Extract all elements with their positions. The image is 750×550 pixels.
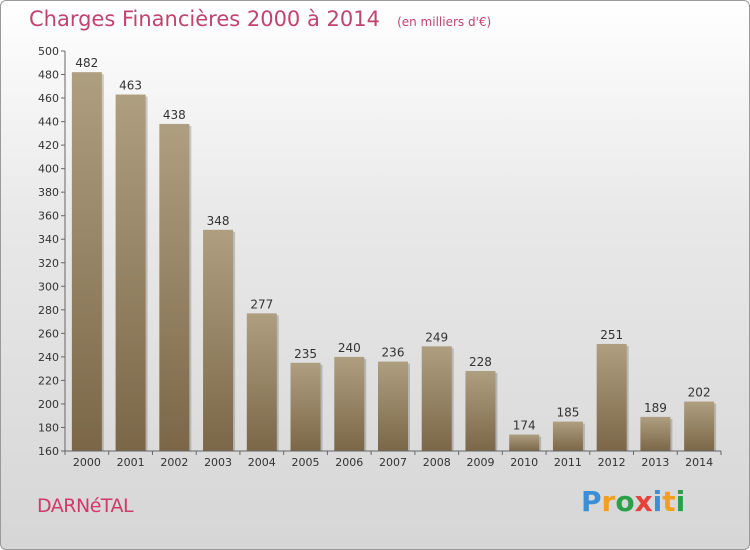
y-tick-label: 360: [38, 210, 59, 223]
bar-2012: [596, 343, 627, 451]
x-tick-label: 2009: [466, 456, 494, 469]
x-tick-label: 2000: [73, 456, 101, 469]
data-label: 235: [294, 347, 317, 361]
logo-letter: r: [601, 485, 616, 518]
y-tick-label: 280: [38, 304, 59, 317]
x-tick-label: 2001: [117, 456, 145, 469]
y-tick-label: 180: [38, 421, 59, 434]
x-tick-label: 2006: [335, 456, 363, 469]
data-label: 228: [469, 355, 492, 369]
y-tick-label: 440: [38, 116, 59, 129]
logo-letter: i: [675, 485, 686, 518]
data-label: 240: [338, 341, 361, 355]
y-tick-label: 340: [38, 233, 59, 246]
bar-2006: [334, 356, 365, 451]
bars: 482 463 438 348 277 235 240 236 249 228 174 185 251 1…: [71, 56, 717, 452]
y-tick-label: 500: [38, 45, 59, 58]
y-axis: 160 180 200 220 240 260 280 300 320 340 360 380 400 4…: [38, 45, 66, 458]
x-tick-label: 2007: [379, 456, 407, 469]
y-tick-label: 400: [38, 163, 59, 176]
y-tick-label: 380: [38, 186, 59, 199]
bar-2000: [71, 72, 102, 452]
y-tick-label: 200: [38, 398, 59, 411]
data-label: 438: [163, 108, 186, 122]
bar-2008: [421, 346, 452, 451]
x-tick-label: 2012: [598, 456, 626, 469]
bar-2009: [465, 371, 496, 451]
data-label: 277: [250, 297, 273, 311]
data-label: 348: [207, 214, 230, 228]
data-label: 482: [75, 56, 98, 70]
data-label: 251: [600, 328, 623, 342]
bar-2010: [509, 434, 540, 451]
x-tick-label: 2008: [423, 456, 451, 469]
y-tick-label: 460: [38, 92, 59, 105]
logo-letter: P: [581, 485, 602, 518]
data-label: 249: [425, 330, 448, 344]
logo-letter: t: [662, 485, 676, 518]
bar-2002: [159, 123, 190, 452]
x-tick-label: 2013: [641, 456, 669, 469]
data-label: 189: [644, 401, 667, 415]
city-name: DARNéTAL: [37, 495, 134, 517]
chart-title: Charges Financières 2000 à 2014: [29, 7, 380, 31]
logo-letter: i: [652, 485, 663, 518]
x-tick-label: 2002: [160, 456, 188, 469]
y-tick-label: 420: [38, 139, 59, 152]
logo-letter: x: [634, 485, 653, 518]
x-tick-label: 2004: [248, 456, 276, 469]
bar-2014: [684, 401, 715, 451]
x-axis: 2000 2001 2002 2003 2004 2005 2006 2007 2008 2009…: [64, 450, 722, 469]
bar-2001: [115, 94, 146, 451]
bar-2004: [246, 313, 277, 451]
y-tick-label: 300: [38, 280, 59, 293]
data-label: 236: [382, 346, 405, 360]
chart-subtitle: (en milliers d'€): [397, 15, 492, 29]
y-tick-label: 240: [38, 351, 59, 364]
proxiti-logo[interactable]: Proxiti: [581, 485, 685, 518]
data-label: 463: [119, 79, 142, 93]
x-tick-label: 2010: [510, 456, 538, 469]
bar-2013: [640, 416, 671, 451]
x-tick-label: 2005: [292, 456, 320, 469]
data-label: 202: [688, 386, 711, 400]
x-tick-label: 2014: [685, 456, 713, 469]
y-tick-label: 220: [38, 374, 59, 387]
data-label: 174: [513, 419, 536, 433]
data-label: 185: [556, 406, 579, 420]
x-tick-label: 2011: [554, 456, 582, 469]
y-tick-label: 260: [38, 327, 59, 340]
y-tick-label: 480: [38, 69, 59, 82]
chart-title-group: Charges Financières 2000 à 2014 (en mill…: [29, 7, 491, 31]
logo-letter: o: [615, 485, 635, 518]
bar-2011: [552, 421, 583, 451]
bar-2003: [203, 229, 234, 451]
bar-2005: [290, 362, 321, 451]
bar-2007: [378, 361, 408, 451]
y-tick-label: 160: [38, 445, 59, 458]
y-tick-label: 320: [38, 257, 59, 270]
x-tick-label: 2003: [204, 456, 232, 469]
